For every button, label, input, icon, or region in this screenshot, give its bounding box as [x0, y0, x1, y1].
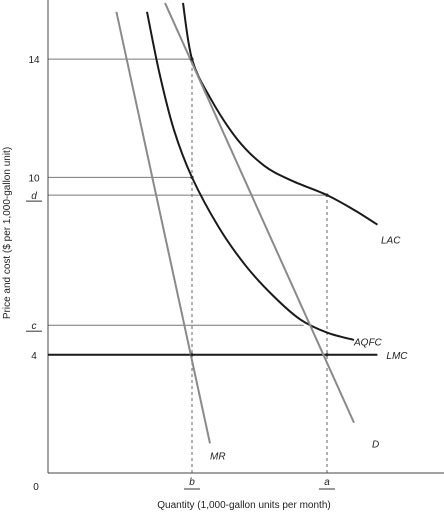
- curve-d: [164, 2, 355, 424]
- intersection-point-2: [325, 193, 329, 197]
- axes: [47, 0, 444, 474]
- curve-aqfc: [146, 11, 355, 341]
- curves: [48, 2, 378, 444]
- y-tick-label: d: [31, 191, 37, 202]
- y-tick-label: 14: [28, 55, 40, 66]
- x-axis-label: Quantity (1,000-gallon units per month): [157, 500, 330, 511]
- tick-labels: 14 10 d c 4 b a: [26, 55, 335, 490]
- intersection-point-0: [190, 57, 194, 61]
- curve-mr: [115, 11, 211, 444]
- curve-label-lac: LAC: [381, 235, 401, 246]
- curve-label-lmc: LMC: [386, 351, 408, 362]
- origin-label: 0: [33, 482, 39, 493]
- intersection-point-4: [325, 353, 329, 357]
- x-tick-label: b: [189, 477, 195, 488]
- curve-label-aqfc: AQFC: [353, 337, 383, 348]
- y-tick-label: c: [32, 321, 37, 332]
- curve-label-d: D: [372, 439, 379, 450]
- guide-lines: [48, 58, 328, 473]
- intersection-point-3: [190, 353, 194, 357]
- curve-label-mr: MR: [210, 451, 226, 462]
- y-axis-label: Price and cost ($ per 1,000-gallon unit): [2, 147, 13, 319]
- intersection-point-1: [190, 175, 194, 179]
- y-tick-label: 10: [28, 173, 40, 184]
- x-tick-label: a: [324, 477, 330, 488]
- y-tick-label: 4: [31, 351, 37, 362]
- curve-lac: [182, 2, 378, 226]
